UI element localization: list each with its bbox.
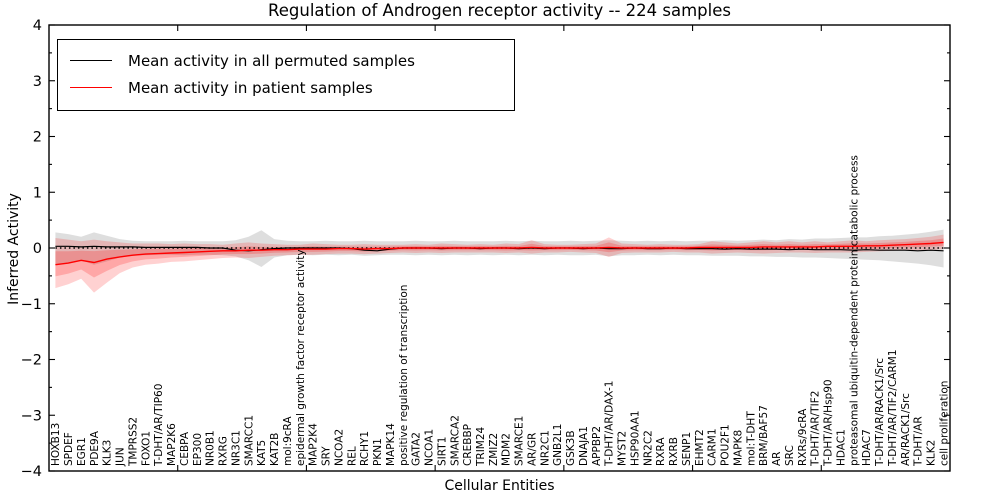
x-tick-label: epidermal growth factor receptor activit… [295,249,307,466]
x-tick-label: mol:9cRA [282,416,294,466]
x-tick-label: NR3C1 [230,430,242,466]
y-tick-label: −3 [21,408,42,424]
legend-label-permuted: Mean activity in all permuted samples [128,51,415,70]
x-tick-label: T-DHT/AR/TIF2/CARM1 [887,349,899,467]
x-tick-label: SMARCA2 [449,415,461,466]
x-tick-label: SPDEF [63,432,75,466]
spread-bands [55,229,944,293]
x-tick-label: APPBP2 [591,426,603,466]
x-tick-label: AR/GR [527,433,539,466]
x-tick-label: DNAJA1 [578,426,590,466]
x-tick-label: T-DHT/AR/Hsp90 [823,379,835,467]
x-tick-label: mol:T-DHT [745,411,757,466]
x-tick-label: KAT5 [256,440,268,466]
legend-box: Mean activity in all permuted samples Me… [57,39,515,111]
y-tick-label: 1 [33,185,42,201]
x-tick-label: T-DHT/AR/DAX-1 [604,381,616,467]
x-tick-label: MAPK14 [385,423,397,466]
x-tick-label: T-DHT/AR/RACK1/Src [874,358,886,467]
x-tick-label: EHMT2 [694,429,706,466]
x-tick-label: EP300 [192,433,204,466]
x-tick-label: CARM1 [707,428,719,466]
x-tick-label: SIRT1 [436,437,448,466]
x-tick-label: TMPRSS2 [128,417,140,467]
y-tick-label: 0 [33,241,42,257]
x-axis-title: Cellular Entities [444,478,555,494]
x-tick-label: SRC [784,445,796,466]
x-tick-label: HDAC1 [835,429,847,466]
x-tick-label: T-DHT/AR/TIP60 [153,384,165,467]
x-tick-label: AR [771,452,783,466]
y-tick-labels: 4 3 2 1 0 −1 −2 −3 −4 [21,18,42,480]
y-tick-label: 4 [33,18,42,34]
x-tick-label: JUN [115,447,127,467]
x-tick-label: GNB2L1 [552,424,564,466]
x-tick-label: NCOA1 [424,429,436,466]
x-tick-label: GATA2 [411,432,423,466]
x-tick-label: SMARCE1 [514,416,526,466]
axis-ticks [49,24,950,472]
x-tick-label: HDAC7 [861,429,873,466]
x-tick-label: RXRs/9cRA [797,408,809,466]
x-tick-label: MAPK8 [732,430,744,466]
x-tick-label: SENP1 [681,432,693,466]
x-tick-label: BRM/BAF57 [758,405,770,466]
y-tick-label: 3 [33,74,42,90]
x-tick-label: HSP90AA1 [629,410,641,466]
x-tick-label: MAP2K6 [166,423,178,466]
x-tick-label: MYST2 [617,431,629,466]
x-tick-label: SMARCC1 [243,415,255,466]
y-tick-label: −4 [21,464,42,480]
x-tick-label: proteasomal ubiquitin-dependent protein … [848,155,860,466]
y-axis-title: Inferred Activity [6,193,22,305]
x-tick-label: EGR1 [76,437,88,466]
x-tick-label: NCOA2 [333,429,345,466]
x-tick-label: NR0B1 [205,430,217,466]
legend-label-patient: Mean activity in patient samples [128,78,373,97]
x-tick-label: FOXO1 [140,431,152,466]
legend-entry-patient: Mean activity in patient samples [70,74,504,101]
x-tick-label: SRY [321,446,333,466]
x-tick-label: GSK3B [565,430,577,466]
x-tick-label: CEBPA [179,431,191,466]
x-tick-label: cell proliferation [938,381,950,466]
series-line [55,241,944,266]
x-tick-label: KLK2 [926,440,938,466]
x-tick-label: RXRG [218,436,230,466]
x-tick-label: T-DHT/AR [913,416,925,467]
x-tick-label: NR2C1 [539,430,551,466]
x-tick-label: RCHY1 [359,431,371,466]
series-lines [55,241,944,266]
x-tick-label: HOXB13 [50,423,62,466]
x-tick-label: RXRA [655,437,667,466]
x-tick-label: positive regulation of transcription [398,285,410,466]
legend-entry-permuted: Mean activity in all permuted samples [70,47,504,74]
x-tick-label: TRIM24 [475,426,487,467]
legend-line-swatch-black [70,60,112,61]
x-tick-label: RXRB [668,437,680,466]
x-tick-label: T-DHT/AR/TIF2 [810,391,822,467]
x-tick-label: POU2F1 [720,424,732,466]
x-tick-label: KLK3 [102,440,114,466]
y-tick-label: −2 [21,353,42,369]
x-tick-label: PDE9A [89,430,101,466]
x-tick-labels: HOXB13 SPDEF EGR1 PDE9A KLK3 JUN TMPRSS2 FOXO1 T… [50,155,950,467]
y-tick-label: −1 [21,297,42,313]
x-tick-label: CREBBP [462,424,474,466]
x-tick-label: MDM2 [501,433,513,466]
chart-title: Regulation of Androgen receptor activity… [268,1,731,20]
x-tick-label: PKN1 [372,438,384,466]
x-tick-label: KAT2B [269,433,281,466]
x-tick-label: AR/RACK1/Src [900,393,912,466]
x-tick-label: ZMIZ2 [488,433,500,466]
x-tick-label: NR2C2 [642,430,654,466]
y-tick-label: 2 [33,130,42,146]
legend-line-swatch-red [70,87,112,88]
x-tick-label: MAP2K4 [308,423,320,466]
x-tick-label: REL [346,446,358,466]
